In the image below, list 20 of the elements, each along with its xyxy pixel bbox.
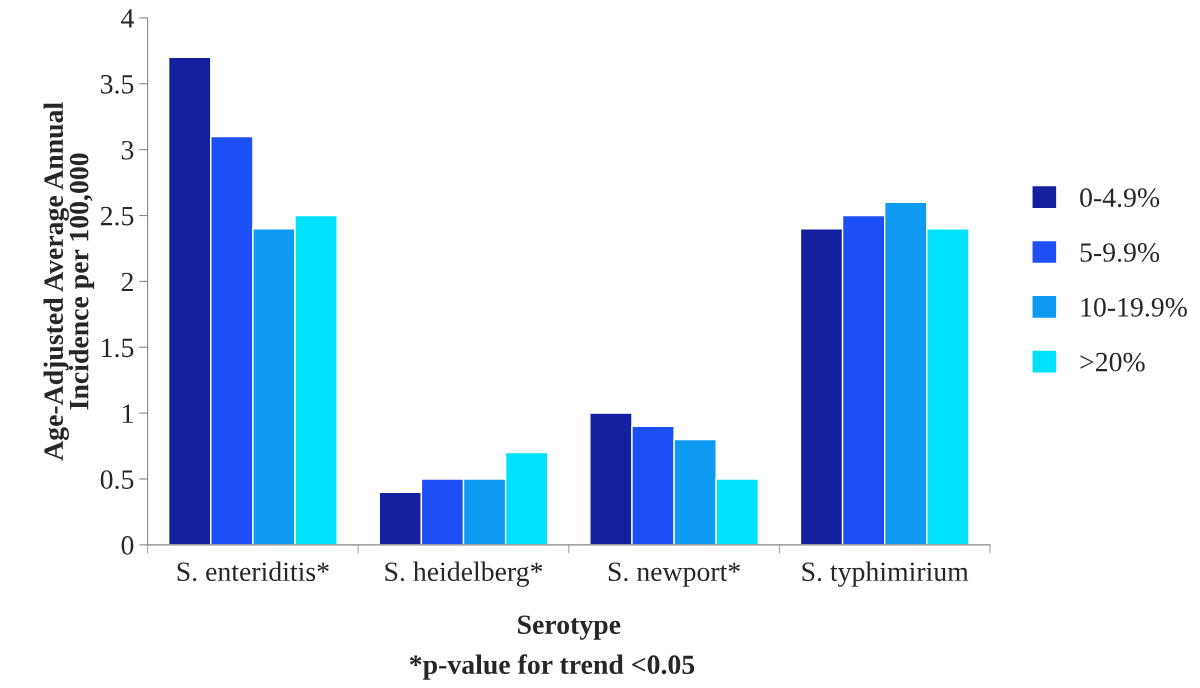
y-tick-label: 2	[121, 272, 133, 292]
text: *p-value for trend <0.05	[409, 654, 695, 680]
y-tick-label: 3	[121, 140, 134, 160]
y-tick-label: 1	[122, 404, 133, 423]
x-tick-label: S. heidelberg*	[385, 561, 543, 587]
x-tick-label: S. enteriditis*	[177, 561, 329, 582]
y-axis-title: Age-Adjusted Average Annual Incidence per 100,000	[43, 102, 95, 461]
legend-label: 5-9.9%	[1080, 243, 1160, 262]
legend-label: 10-19.9%	[1081, 297, 1187, 317]
legend-label: 0-4.9%	[1080, 188, 1160, 208]
y-tick-label: 0.5	[100, 470, 134, 490]
y-tick-label: 1.5	[102, 338, 134, 358]
y-tick-label: 3.5	[101, 75, 134, 94]
y-tick-label: 2.5	[100, 206, 134, 226]
x-axis-title: Serotype	[518, 615, 621, 640]
y-tick-label: 4	[121, 9, 134, 28]
x-tick-label: S. typhimirium	[802, 561, 969, 587]
legend-label: >20%	[1080, 352, 1145, 372]
x-tick-label: S. newport*	[608, 562, 740, 587]
y-tick-label: 0	[121, 536, 134, 555]
